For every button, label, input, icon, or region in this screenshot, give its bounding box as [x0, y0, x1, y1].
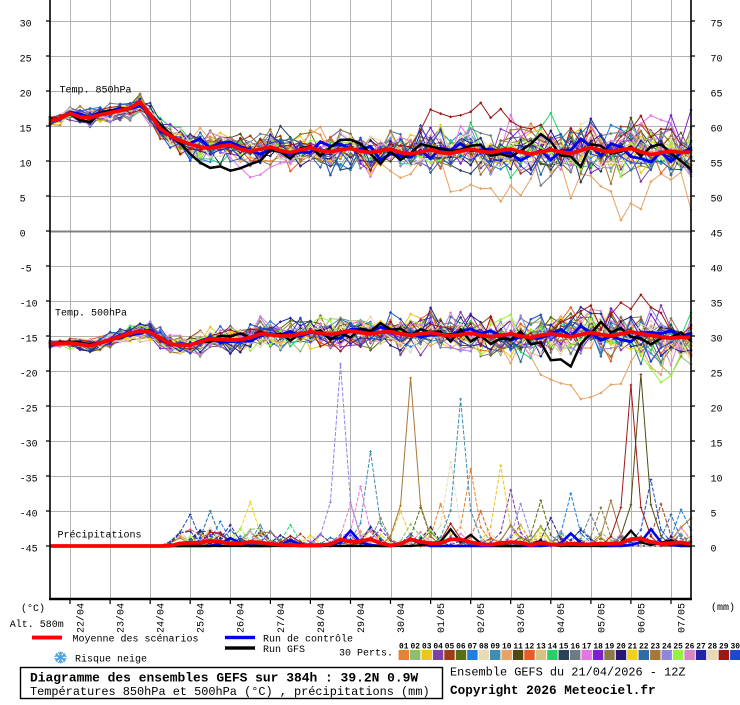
svg-text:17: 17 [582, 642, 592, 651]
svg-text:04/05: 04/05 [556, 603, 568, 633]
svg-text:Alt. 580m: Alt. 580m [10, 619, 64, 631]
svg-text:60: 60 [711, 125, 723, 136]
svg-text:75: 75 [711, 20, 723, 31]
svg-text:-5: -5 [20, 265, 32, 276]
svg-text:-20: -20 [20, 370, 38, 381]
svg-text:25: 25 [673, 642, 683, 651]
svg-text:22/04: 22/04 [75, 603, 87, 633]
svg-text:Moyenne des scénarios: Moyenne des scénarios [73, 634, 199, 646]
svg-text:30/04: 30/04 [396, 603, 408, 633]
svg-text:(mm): (mm) [711, 602, 735, 614]
svg-text:21: 21 [628, 642, 638, 651]
svg-text:02: 02 [410, 642, 420, 651]
svg-text:-15: -15 [20, 335, 38, 346]
svg-text:Copyright 2026 Meteociel.fr: Copyright 2026 Meteociel.fr [450, 683, 656, 698]
svg-text:-35: -35 [20, 475, 38, 486]
svg-text:26/04: 26/04 [236, 603, 248, 633]
svg-text:12: 12 [525, 642, 535, 651]
svg-text:26: 26 [685, 642, 695, 651]
svg-text:10: 10 [502, 642, 512, 651]
svg-text:23: 23 [651, 642, 661, 651]
svg-text:08: 08 [479, 642, 489, 651]
svg-text:Run de contrôle: Run de contrôle [263, 634, 353, 646]
svg-text:20: 20 [20, 90, 32, 101]
svg-text:07: 07 [468, 642, 478, 651]
svg-text:05/05: 05/05 [596, 603, 608, 633]
svg-text:Temp. 500hPa: Temp. 500hPa [55, 308, 127, 320]
svg-text:-10: -10 [20, 300, 38, 311]
svg-text:5: 5 [711, 510, 717, 521]
svg-text:Diagramme des ensembles GEFS s: Diagramme des ensembles GEFS sur 384h : … [30, 671, 418, 686]
svg-text:Run GFS: Run GFS [263, 645, 305, 656]
svg-text:06: 06 [456, 642, 466, 651]
svg-text:24: 24 [662, 642, 672, 651]
svg-text:-30: -30 [20, 440, 38, 451]
svg-text:13: 13 [536, 642, 546, 651]
svg-text:45: 45 [711, 230, 723, 241]
svg-text:0: 0 [711, 545, 717, 556]
svg-text:30 Perts.: 30 Perts. [339, 649, 393, 660]
svg-text:25: 25 [20, 55, 32, 66]
svg-text:28: 28 [708, 642, 718, 651]
svg-text:30: 30 [711, 335, 723, 346]
svg-text:03/05: 03/05 [516, 603, 528, 633]
svg-text:40: 40 [711, 265, 723, 276]
svg-text:10: 10 [711, 475, 723, 486]
svg-text:01/05: 01/05 [436, 603, 448, 633]
svg-text:07/05: 07/05 [676, 603, 688, 633]
svg-text:20: 20 [616, 642, 626, 651]
svg-text:11: 11 [513, 642, 523, 651]
svg-text:09: 09 [490, 642, 500, 651]
svg-text:24/04: 24/04 [156, 603, 168, 633]
svg-text:10: 10 [20, 160, 32, 171]
svg-text:30: 30 [731, 642, 740, 651]
svg-text:25: 25 [711, 370, 723, 381]
svg-text:29/04: 29/04 [356, 603, 368, 633]
svg-text:Risque neige: Risque neige [75, 654, 147, 666]
svg-text:05: 05 [445, 642, 455, 651]
svg-text:06/05: 06/05 [636, 603, 648, 633]
svg-text:29: 29 [719, 642, 729, 651]
svg-text:50: 50 [711, 195, 723, 206]
svg-text:04: 04 [433, 642, 443, 651]
svg-text:03: 03 [422, 642, 432, 651]
svg-text:15: 15 [20, 125, 32, 136]
svg-text:70: 70 [711, 55, 723, 66]
svg-text:15: 15 [559, 642, 569, 651]
svg-text:0: 0 [20, 230, 26, 241]
svg-text:(°C): (°C) [21, 603, 45, 615]
svg-text:Températures 850hPa et 500hPa: Températures 850hPa et 500hPa (°C) , pré… [30, 685, 430, 699]
svg-text:55: 55 [711, 160, 723, 171]
svg-text:-25: -25 [20, 405, 38, 416]
svg-text:01: 01 [399, 642, 409, 651]
svg-text:Temp. 850hPa: Temp. 850hPa [60, 85, 132, 97]
svg-text:Précipitations: Précipitations [58, 530, 142, 542]
svg-text:15: 15 [711, 440, 723, 451]
svg-text:16: 16 [570, 642, 580, 651]
svg-text:22: 22 [639, 642, 649, 651]
svg-text:5: 5 [20, 195, 26, 206]
svg-text:27/04: 27/04 [276, 603, 288, 633]
svg-text:23/04: 23/04 [116, 603, 128, 633]
svg-text:35: 35 [711, 300, 723, 311]
svg-text:30: 30 [20, 20, 32, 31]
svg-text:Ensemble GEFS du 21/04/2026 -: Ensemble GEFS du 21/04/2026 - 12Z [450, 666, 685, 680]
svg-text:25/04: 25/04 [196, 603, 208, 633]
svg-text:27: 27 [696, 642, 706, 651]
svg-text:65: 65 [711, 90, 723, 101]
svg-text:18: 18 [593, 642, 603, 651]
svg-text:20: 20 [711, 405, 723, 416]
svg-text:28/04: 28/04 [316, 603, 328, 633]
svg-text:-40: -40 [20, 510, 38, 521]
svg-text:14: 14 [548, 642, 558, 651]
svg-text:-45: -45 [20, 545, 38, 556]
svg-text:19: 19 [605, 642, 615, 651]
svg-text:02/05: 02/05 [476, 603, 488, 633]
